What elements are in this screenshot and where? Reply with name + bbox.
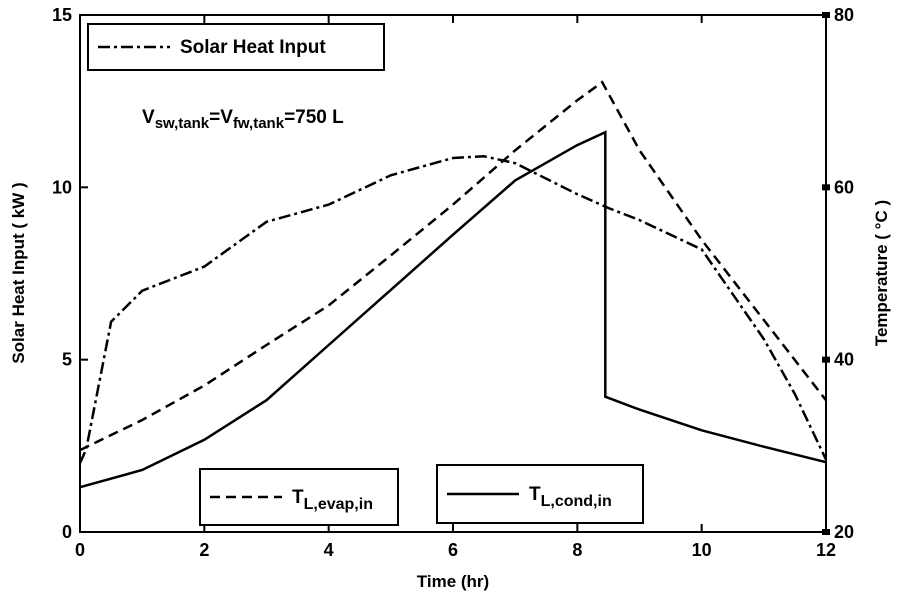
series-line bbox=[79, 80, 827, 452]
x-tick-label: 0 bbox=[75, 540, 85, 560]
y2-axis-label: Temperature ( °C ) bbox=[872, 200, 891, 346]
plot-frame bbox=[79, 14, 827, 533]
y-tick-label: 10 bbox=[52, 177, 72, 197]
legend-label: TL,cond,in bbox=[529, 484, 612, 510]
annotation: Vsw,tank=Vfw,tank=750 L bbox=[142, 107, 344, 132]
legend-sub: L,cond,in bbox=[541, 493, 612, 510]
legend-label: TL,evap,in bbox=[292, 487, 373, 513]
x-tick-label: 4 bbox=[324, 540, 334, 560]
x-tick-label: 10 bbox=[692, 540, 712, 560]
series-line bbox=[79, 130, 827, 489]
x-tick-label: 2 bbox=[199, 540, 209, 560]
x-tick-label: 6 bbox=[448, 540, 458, 560]
annotation-sub: sw,tank bbox=[155, 115, 210, 132]
y2-tick bbox=[822, 184, 830, 191]
annotation-sub: fw,tank bbox=[233, 115, 285, 132]
y-tick-label: 15 bbox=[52, 5, 72, 25]
series-line bbox=[78, 155, 828, 464]
y2-tick-label: 20 bbox=[834, 522, 854, 542]
y-tick-label: 0 bbox=[62, 522, 72, 542]
annotation-part: V bbox=[142, 107, 155, 128]
y2-tick bbox=[822, 529, 830, 535]
y2-tick bbox=[822, 356, 830, 363]
y2-tick-label: 40 bbox=[834, 350, 854, 370]
legend-name: T bbox=[529, 484, 541, 505]
annotation-part: =V bbox=[209, 107, 233, 128]
x-axis-label: Time (hr) bbox=[417, 572, 489, 591]
x-tick-label: 12 bbox=[816, 540, 836, 560]
y2-tick-label: 60 bbox=[834, 177, 854, 197]
x-tick-label: 8 bbox=[572, 540, 582, 560]
legend-name: T bbox=[292, 487, 304, 508]
legend-label: Solar Heat Input bbox=[180, 37, 326, 58]
legend-name: Solar Heat Input bbox=[180, 37, 326, 58]
legend-sub: L,evap,in bbox=[304, 496, 373, 513]
y2-tick bbox=[822, 12, 830, 18]
y-tick-label: 5 bbox=[62, 350, 72, 370]
y2-tick-label: 80 bbox=[834, 5, 854, 25]
y-axis-label: Solar Heat Input ( kW ) bbox=[9, 182, 28, 363]
legend-box bbox=[87, 23, 385, 71]
annotation-part: =750 L bbox=[284, 107, 344, 128]
